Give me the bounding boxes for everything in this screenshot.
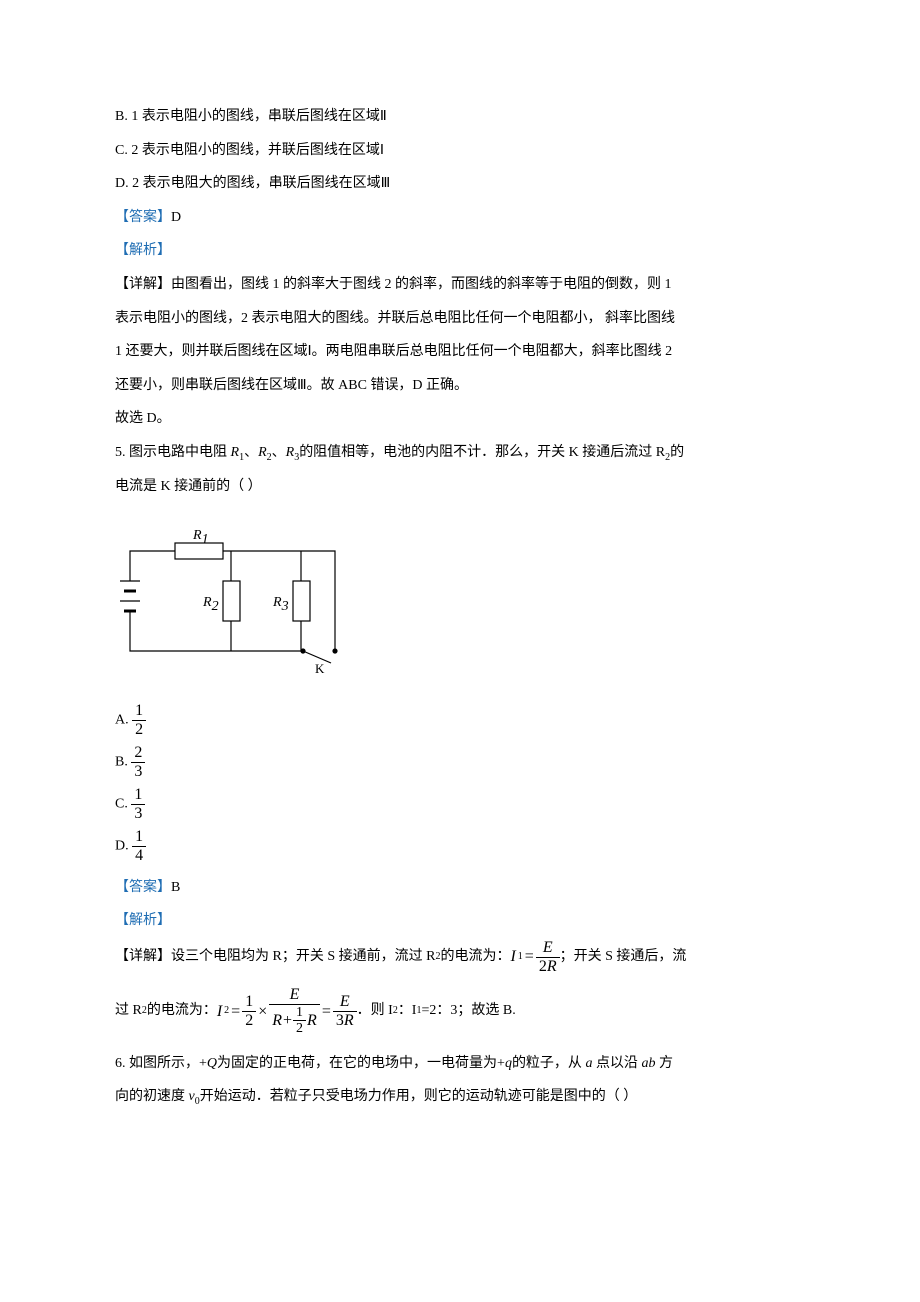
r3: R [286,445,295,460]
q5-detail-l2-mid: 的电流为： [147,1003,217,1020]
q5-detail-mid1: 的电流为： [440,940,510,974]
q5-stem-suffix: 的 [670,445,684,460]
q5-detail-prefix: 【详解】设三个电阻均为 R；开关 S 接通前，流过 R [115,940,435,974]
fraction-icon: 12 [132,702,146,738]
q5-analysis-label: 【解析】 [115,904,805,938]
sep1: 、 [244,445,258,460]
q5-stem-prefix: 5. 图示电路中电阻 [115,445,231,460]
q4-detail-3: 1 还要大，则并联后图线在区域Ⅰ。两电阻串联后总电阻比任何一个电阻都大，斜率比图… [115,335,805,369]
circuit-svg: R1 R2 R3 K [115,521,355,676]
q5-option-c: C. 13 [115,786,805,822]
equation-1: I1 = E2R [510,938,559,976]
r2: R [258,445,267,460]
answer-label: 【答案】 [115,210,171,225]
fraction-icon: 14 [132,828,146,864]
q5-stem-line1: 5. 图示电路中电阻 R1、R2、R3的阻值相等，电池的内阻不计．那么，开关 K… [115,436,805,470]
q5-answer-value: B [171,880,180,895]
fraction-icon: 23 [131,744,145,780]
q5-stem-mid: 的阻值相等，电池的内阻不计．那么，开关 K 接通后流过 R [299,445,665,460]
q5-detail-ratio: =2：3；故选 B. [421,1003,515,1020]
q5-detail-line1: 【详解】设三个电阻均为 R；开关 S 接通前，流过 R2的电流为： I1 = E… [115,938,805,976]
q4-option-d: D. 2 表示电阻大的图线，串联后图线在区域Ⅲ [115,167,805,201]
fraction-icon: 13 [131,786,145,822]
q4-option-c: C. 2 表示电阻小的图线，并联后图线在区域Ⅰ [115,134,805,168]
equation-2: I2 = 12 × E R+ 12 R = E3R [217,986,357,1036]
diagram-r2-label: R2 [202,595,219,614]
q6-stem-line2: 向的初速度 v0开始运动．若粒子只受电场力作用，则它的运动轨迹可能是图中的（ ） [115,1080,805,1114]
page-root: B. 1 表示电阻小的图线，串联后图线在区域Ⅱ C. 2 表示电阻小的图线，并联… [0,0,920,1174]
q5-a-label: A. [115,712,132,727]
q5-detail-line2: 过 R2的电流为： I2 = 12 × E R+ 12 R = E3R ．则 I… [115,986,805,1036]
q4-analysis-label: 【解析】 [115,234,805,268]
q4-answer-value: D [171,210,181,225]
diagram-k-label: K [315,661,325,676]
q4-detail-1: 【详解】由图看出，图线 1 的斜率大于图线 2 的斜率，而图线的斜率等于电阻的倒… [115,268,805,302]
q4-detail-2: 表示电阻小的图线，2 表示电阻大的图线。并联后总电阻比任何一个电阻都小， 斜率比… [115,302,805,336]
q4-answer-line: 【答案】D [115,201,805,235]
q5-answer-line: 【答案】B [115,871,805,905]
q5-detail-mid2: ；开关 S 接通后，流 [560,940,687,974]
diagram-r3-label: R3 [272,595,289,614]
q5-option-b: B. 23 [115,744,805,780]
q5-option-a: A. 12 [115,702,805,738]
q5-d-label: D. [115,839,132,854]
answer-label: 【答案】 [115,880,171,895]
q4-option-b: B. 1 表示电阻小的图线，串联后图线在区域Ⅱ [115,100,805,134]
r1: R [231,445,240,460]
q4-conclusion: 故选 D。 [115,402,805,436]
circuit-diagram: R1 R2 R3 K [115,521,805,690]
q5-c-label: C. [115,797,131,812]
q4-detail-4: 还要小，则串联后图线在区域Ⅲ。故 ABC 错误，D 正确。 [115,369,805,403]
q5-detail-l2-prefix: 过 R [115,1003,142,1020]
sep2: 、 [272,445,286,460]
q5-option-d: D. 14 [115,828,805,864]
q5-stem-line2: 电流是 K 接通前的（ ） [115,470,805,504]
q6-stem-line1: 6. 如图所示，+Q为固定的正电荷，在它的电场中，一电荷量为+q的粒子，从 a … [115,1047,805,1081]
q5-b-label: B. [115,754,131,769]
q5-detail-end: ．则 I [357,1003,393,1020]
